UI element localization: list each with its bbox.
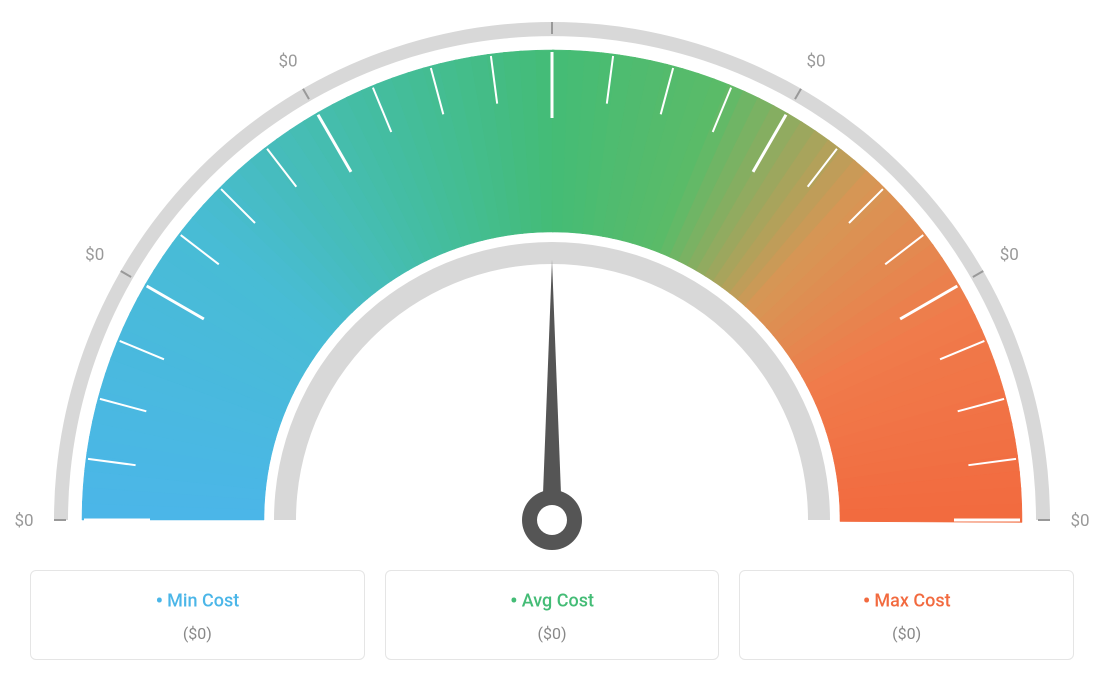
gauge-tick-label: $0 [806,52,825,72]
legend-value: ($0) [396,624,709,643]
gauge-hub-hole [537,505,567,535]
gauge-tick-label: $0 [14,511,33,531]
legend-title-text: Avg Cost [522,590,594,611]
gauge-tick-label: $0 [1000,245,1019,265]
legend-title: •Max Cost [750,589,1063,614]
legend-dot-icon: • [510,589,518,614]
legend-value: ($0) [750,624,1063,643]
legend-title: •Min Cost [41,589,354,614]
gauge-needle [542,260,562,520]
gauge-container: $0$0$0$0$0$0$0 [0,0,1104,560]
legend-title-text: Min Cost [167,590,239,611]
legend-title: •Avg Cost [396,589,709,614]
legend-card: •Min Cost ($0) [30,570,365,660]
gauge-tick-label: $0 [85,245,104,265]
legend-card: •Avg Cost ($0) [385,570,720,660]
gauge-tick-label: $0 [278,52,297,72]
gauge-chart: $0$0$0$0$0$0$0 [0,0,1104,560]
gauge-tick-label: $0 [1070,511,1089,531]
legend-value: ($0) [41,624,354,643]
legend-dot-icon: • [155,589,163,614]
legend-title-text: Max Cost [874,590,950,611]
legend-dot-icon: • [863,589,871,614]
legend-card: •Max Cost ($0) [739,570,1074,660]
legend-row: •Min Cost($0)•Avg Cost($0)•Max Cost($0) [0,570,1104,660]
